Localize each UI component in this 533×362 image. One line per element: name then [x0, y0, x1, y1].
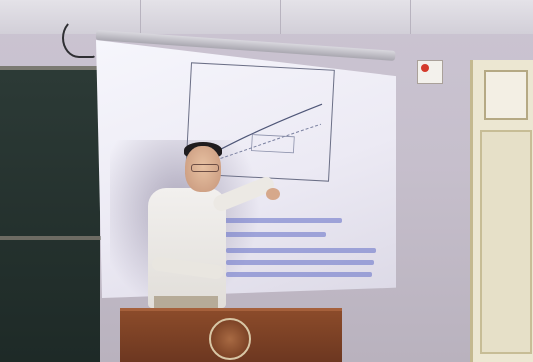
ceiling-tile-seam [140, 0, 141, 34]
slide-text-line [226, 272, 372, 277]
door-panel [480, 130, 532, 354]
slide-text-line [226, 260, 374, 265]
ceiling-tile-seam [410, 0, 411, 34]
slide-text-line [174, 218, 342, 223]
slide-text-line [226, 248, 376, 253]
slide-text-line [176, 232, 326, 237]
wall-alarm-box [417, 60, 443, 84]
hanging-cable [62, 18, 96, 58]
speaker-glasses [191, 164, 219, 172]
ceiling-tile-seam [280, 0, 281, 34]
chalkboard-frame [0, 66, 104, 72]
university-emblem-icon [209, 318, 251, 360]
door-window [484, 70, 528, 120]
chalkboard-ledge [0, 236, 104, 240]
alarm-light-icon [421, 64, 429, 72]
plot-legend [251, 134, 295, 154]
speaker-shirt [148, 188, 226, 308]
chalkboard [0, 70, 100, 362]
speaker-hand [266, 188, 280, 200]
